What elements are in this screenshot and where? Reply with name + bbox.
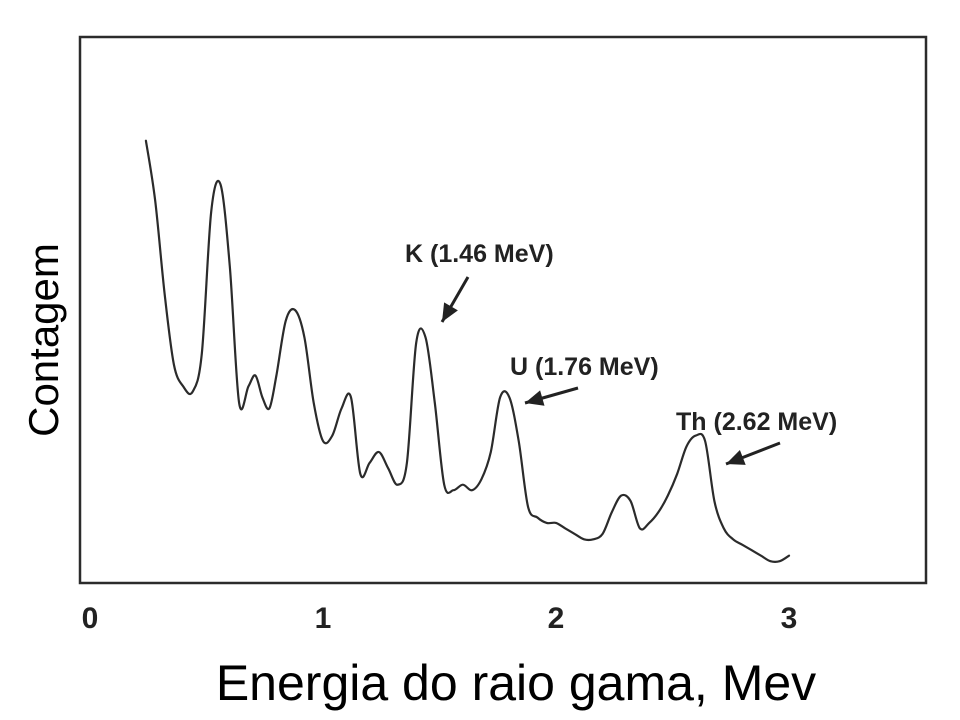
x-tick-label: 1 <box>315 602 332 635</box>
x-tick-label: 0 <box>82 602 99 635</box>
spectrum-line <box>144 139 791 563</box>
annotation-arrowhead <box>525 390 545 406</box>
peak-annotation-label: K (1.46 MeV) <box>405 240 554 268</box>
y-axis-label: Contagem <box>20 243 67 437</box>
x-tick-label: 2 <box>548 602 565 635</box>
annotation-arrowhead <box>442 302 458 322</box>
x-axis-label: Energia do raio gama, Mev <box>216 655 816 711</box>
annotation-arrowhead <box>726 450 746 465</box>
plot-frame <box>78 35 928 585</box>
peak-annotation-label: Th (2.62 MeV) <box>676 408 837 436</box>
peak-annotation-label: U (1.76 MeV) <box>510 353 659 381</box>
x-tick-label: 3 <box>781 602 798 635</box>
